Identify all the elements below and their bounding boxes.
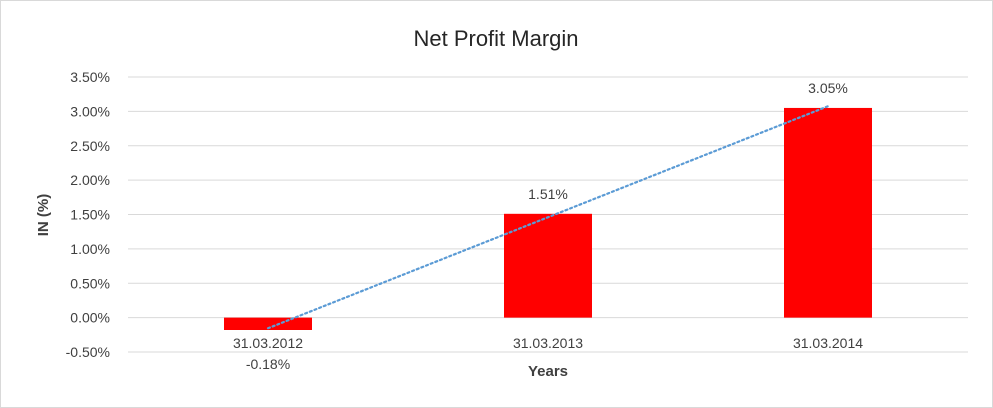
data-label: 3.05% xyxy=(808,80,848,96)
chart-title: Net Profit Margin xyxy=(413,26,578,51)
bar xyxy=(784,107,872,318)
x-tick-label: 31.03.2014 xyxy=(793,335,863,351)
y-tick-label: 3.50% xyxy=(70,69,110,85)
y-tick-label: -0.50% xyxy=(66,344,110,360)
x-axis-label: Years xyxy=(528,363,568,380)
y-tick-label: 2.50% xyxy=(70,138,110,154)
data-label: -0.18% xyxy=(246,356,290,372)
y-tick-label: 2.00% xyxy=(70,172,110,188)
bar xyxy=(504,213,592,318)
y-tick-label: 0.00% xyxy=(70,310,110,326)
x-tick-label: 31.03.2013 xyxy=(513,335,583,351)
y-tick-label: 1.50% xyxy=(70,207,110,223)
x-tick-label: 31.03.2012 xyxy=(233,335,303,351)
y-tick-label: 3.00% xyxy=(70,103,110,119)
y-tick-label: 0.50% xyxy=(70,275,110,291)
trendline xyxy=(266,105,830,330)
y-axis-label: IN (%) xyxy=(35,194,52,237)
bar xyxy=(224,317,312,330)
data-label: 1.51% xyxy=(528,186,568,202)
y-tick-label: 1.00% xyxy=(70,241,110,257)
